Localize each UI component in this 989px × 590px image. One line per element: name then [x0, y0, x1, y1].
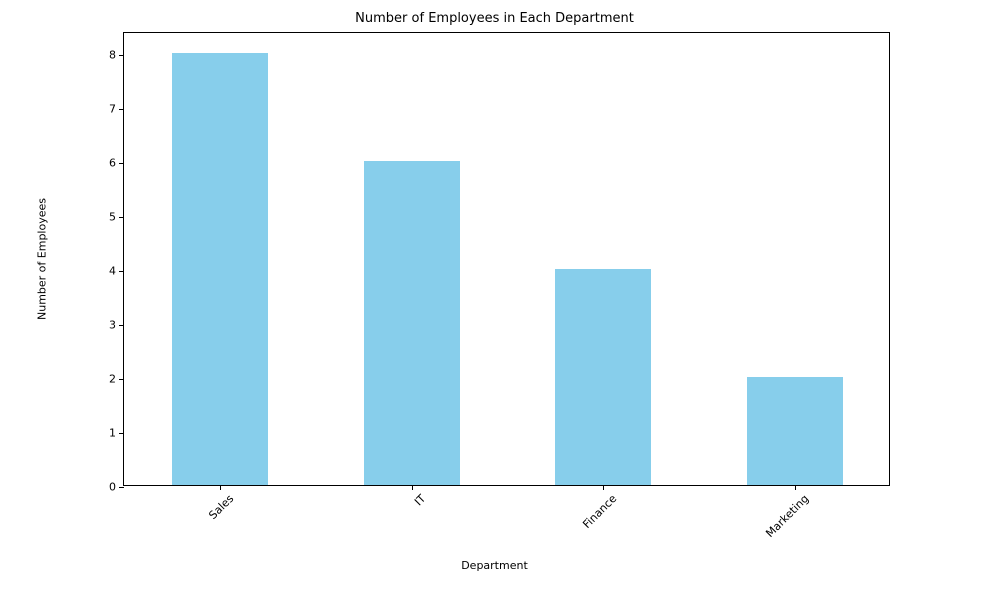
y-tick-label: 5 [109, 210, 124, 223]
y-tick-label: 1 [109, 426, 124, 439]
y-axis-label: Number of Employees [36, 198, 49, 320]
x-tick-label: Sales [199, 485, 236, 522]
y-tick-label: 7 [109, 102, 124, 115]
x-tick-label: Finance [574, 485, 620, 531]
y-tick-label: 0 [109, 481, 124, 494]
x-tick-label: Marketing [756, 485, 811, 540]
x-tick-label: IT [405, 485, 428, 508]
bar [364, 161, 460, 485]
y-tick-label: 2 [109, 372, 124, 385]
employees-bar-chart: Number of Employees in Each Department 0… [0, 0, 989, 590]
y-tick-label: 6 [109, 156, 124, 169]
bar [172, 53, 268, 485]
x-axis-label: Department [0, 559, 989, 572]
plot-area: 012345678SalesITFinanceMarketing [123, 32, 890, 486]
bar [555, 269, 651, 485]
chart-title: Number of Employees in Each Department [0, 11, 989, 26]
y-tick-label: 3 [109, 318, 124, 331]
y-tick-label: 4 [109, 264, 124, 277]
y-tick-label: 8 [109, 48, 124, 61]
bar [747, 377, 843, 485]
